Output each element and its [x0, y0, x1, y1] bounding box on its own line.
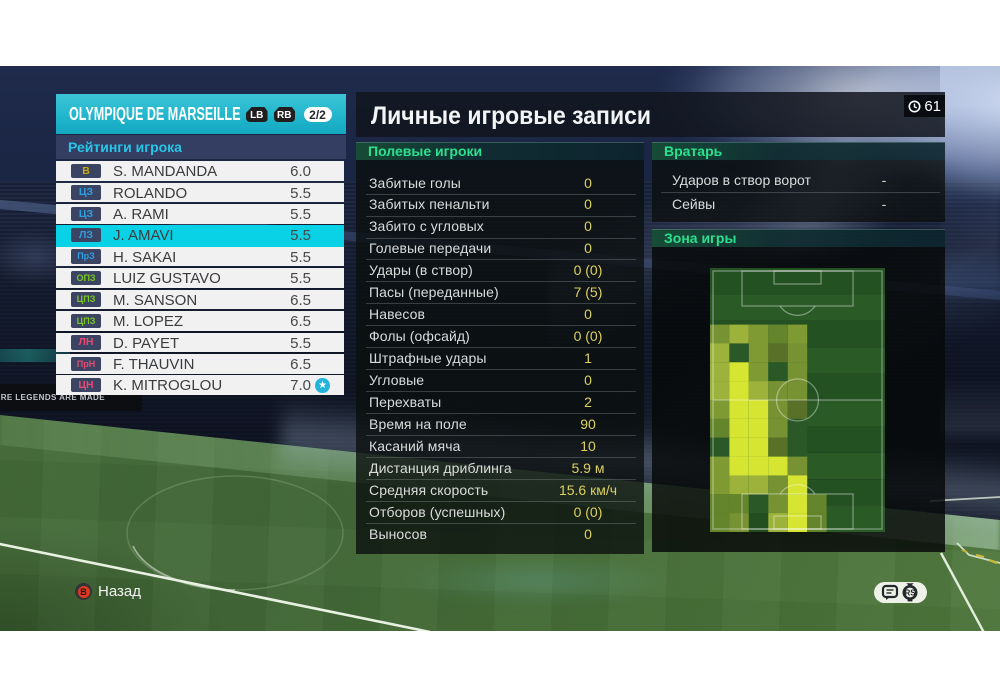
svg-text:RS: RS	[905, 588, 916, 597]
